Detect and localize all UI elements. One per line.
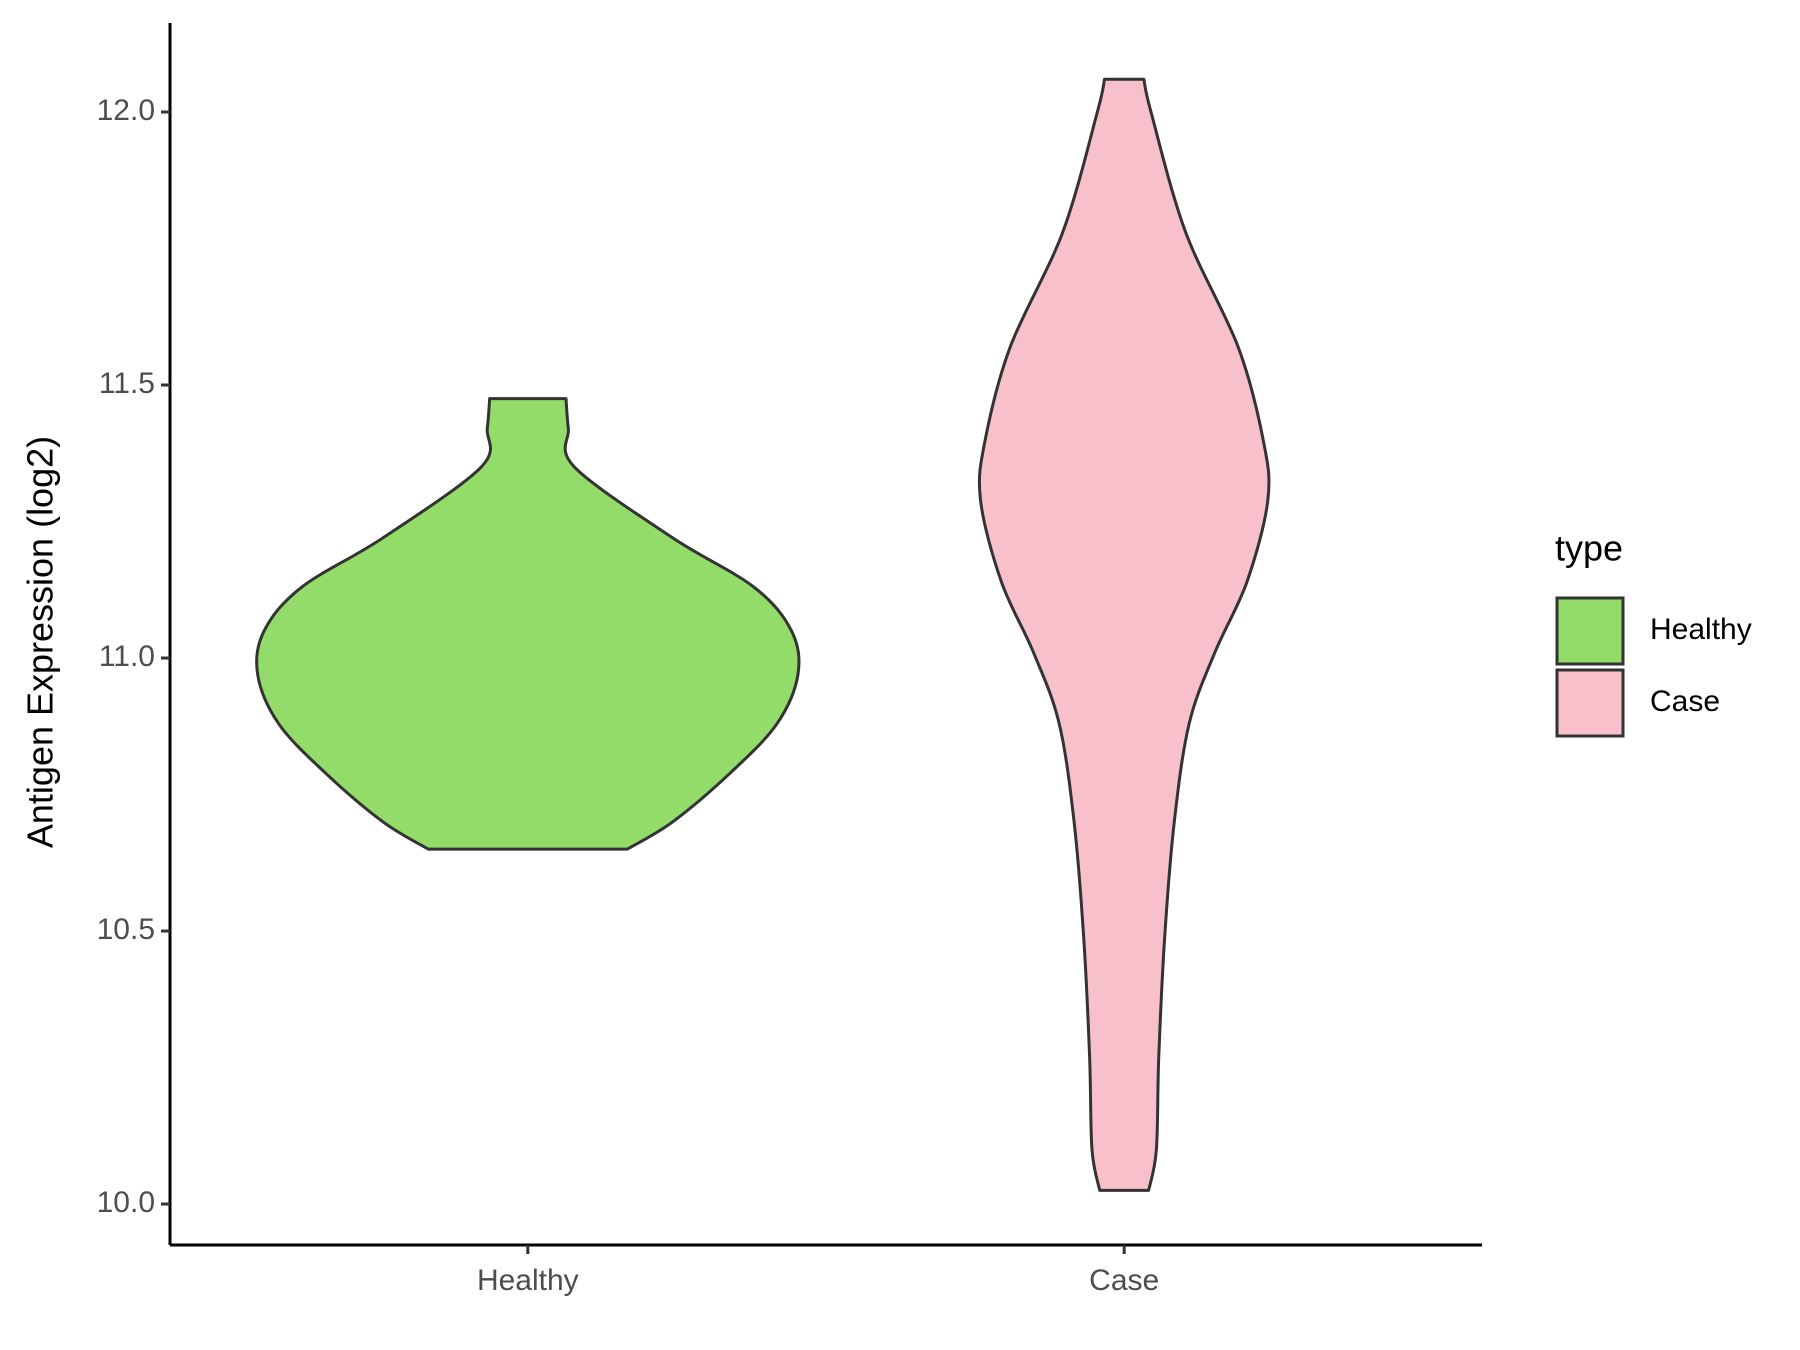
x-tick-label: Case	[1089, 1264, 1159, 1297]
legend-label: Healthy	[1650, 613, 1752, 646]
y-tick-label: 12.0	[97, 94, 155, 127]
y-tick-label: 11.5	[99, 367, 155, 400]
y-axis-title: Antigen Expression (log2)	[20, 436, 61, 848]
legend-swatch	[1555, 596, 1625, 666]
violin	[255, 397, 801, 851]
y-tick-label: 11.0	[99, 640, 155, 673]
y-tick-label: 10.0	[97, 1186, 155, 1219]
legend-swatch	[1555, 668, 1625, 738]
legend-label: Case	[1650, 685, 1720, 718]
y-tick-label: 10.5	[97, 913, 155, 946]
x-tick-label: Healthy	[477, 1264, 579, 1297]
legend-title: type	[1555, 528, 1623, 569]
violin	[977, 77, 1271, 1192]
